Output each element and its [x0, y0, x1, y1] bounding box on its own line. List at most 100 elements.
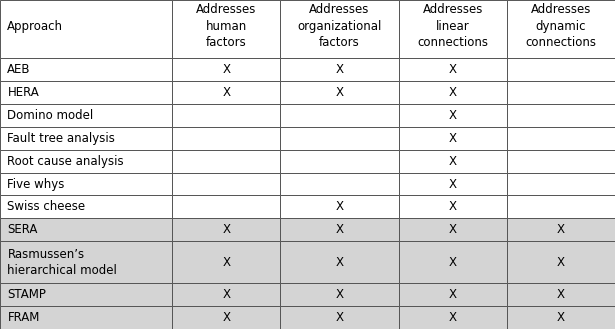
Text: Addresses
dynamic
connections: Addresses dynamic connections [525, 3, 597, 49]
Bar [172, 306, 280, 329]
Bar [172, 195, 280, 218]
Text: X: X [335, 256, 344, 269]
Bar [507, 81, 615, 104]
Text: X: X [557, 256, 565, 269]
Text: Fault tree analysis: Fault tree analysis [7, 132, 115, 145]
Text: X: X [222, 86, 231, 99]
Bar [0, 0, 172, 58]
Bar [0, 173, 172, 195]
Text: Root cause analysis: Root cause analysis [7, 155, 124, 167]
Text: X: X [335, 223, 344, 236]
Text: X: X [448, 132, 457, 145]
Bar [507, 283, 615, 306]
Bar [507, 306, 615, 329]
Bar [0, 127, 172, 150]
Bar [280, 104, 399, 127]
Bar [399, 127, 507, 150]
Bar [172, 283, 280, 306]
Text: X: X [448, 200, 457, 214]
Bar [507, 241, 615, 283]
Text: X: X [335, 86, 344, 99]
Bar [0, 241, 172, 283]
Bar [507, 0, 615, 58]
Text: X: X [335, 311, 344, 324]
Bar [0, 81, 172, 104]
Bar [280, 127, 399, 150]
Text: Five whys: Five whys [7, 178, 65, 190]
Text: Domino model: Domino model [7, 109, 93, 122]
Text: X: X [335, 63, 344, 76]
Bar [399, 81, 507, 104]
Bar [172, 173, 280, 195]
Bar [0, 104, 172, 127]
Bar [280, 241, 399, 283]
Bar [507, 104, 615, 127]
Bar [507, 58, 615, 81]
Bar [0, 58, 172, 81]
Text: X: X [448, 155, 457, 167]
Bar [399, 195, 507, 218]
Text: X: X [335, 200, 344, 214]
Text: STAMP: STAMP [7, 288, 46, 301]
Text: FRAM: FRAM [7, 311, 40, 324]
Text: X: X [222, 223, 231, 236]
Bar [172, 0, 280, 58]
Bar [399, 306, 507, 329]
Text: AEB: AEB [7, 63, 31, 76]
Bar [399, 0, 507, 58]
Text: X: X [557, 311, 565, 324]
Bar [172, 241, 280, 283]
Bar [399, 283, 507, 306]
Bar [280, 0, 399, 58]
Bar [172, 58, 280, 81]
Text: Addresses
organizational
factors: Addresses organizational factors [297, 3, 382, 49]
Text: X: X [222, 311, 231, 324]
Bar [507, 150, 615, 173]
Bar [0, 283, 172, 306]
Bar [280, 306, 399, 329]
Text: X: X [448, 311, 457, 324]
Text: X: X [557, 223, 565, 236]
Bar [280, 283, 399, 306]
Text: X: X [448, 288, 457, 301]
Bar [280, 173, 399, 195]
Bar [507, 218, 615, 241]
Text: X: X [448, 63, 457, 76]
Text: X: X [557, 288, 565, 301]
Text: HERA: HERA [7, 86, 39, 99]
Text: Addresses
linear
connections: Addresses linear connections [417, 3, 488, 49]
Text: X: X [448, 178, 457, 190]
Text: X: X [222, 256, 231, 269]
Text: Rasmussen’s
hierarchical model: Rasmussen’s hierarchical model [7, 248, 117, 277]
Bar [399, 58, 507, 81]
Text: X: X [448, 223, 457, 236]
Text: Approach: Approach [7, 20, 63, 33]
Text: X: X [448, 256, 457, 269]
Text: X: X [448, 86, 457, 99]
Bar [399, 104, 507, 127]
Bar [0, 306, 172, 329]
Bar [507, 195, 615, 218]
Text: X: X [222, 63, 231, 76]
Text: X: X [335, 288, 344, 301]
Bar [280, 195, 399, 218]
Bar [507, 173, 615, 195]
Text: Addresses
human
factors: Addresses human factors [196, 3, 256, 49]
Bar [0, 218, 172, 241]
Bar [507, 127, 615, 150]
Bar [280, 81, 399, 104]
Bar [280, 218, 399, 241]
Text: Swiss cheese: Swiss cheese [7, 200, 85, 214]
Bar [172, 127, 280, 150]
Bar [0, 150, 172, 173]
Text: SERA: SERA [7, 223, 38, 236]
Text: X: X [222, 288, 231, 301]
Bar [399, 173, 507, 195]
Bar [172, 104, 280, 127]
Bar [399, 218, 507, 241]
Text: X: X [448, 109, 457, 122]
Bar [172, 218, 280, 241]
Bar [399, 241, 507, 283]
Bar [0, 195, 172, 218]
Bar [280, 150, 399, 173]
